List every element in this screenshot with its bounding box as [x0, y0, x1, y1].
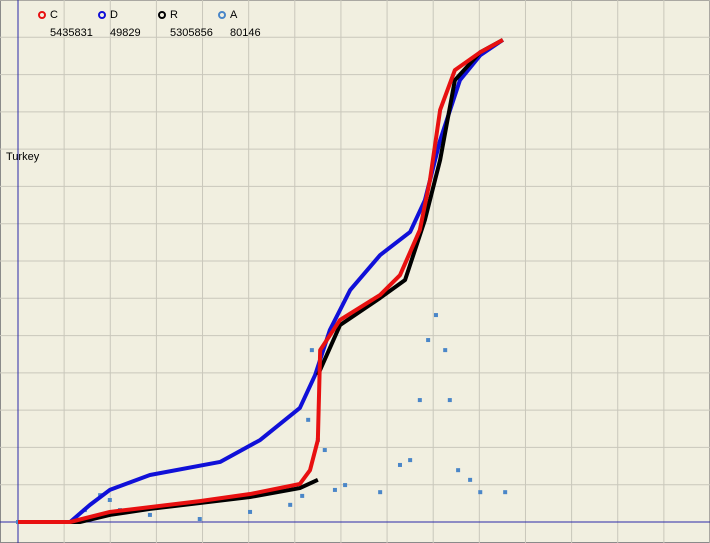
legend-marker	[218, 11, 226, 19]
legend-value: 49829	[110, 27, 141, 39]
series-point	[332, 487, 337, 492]
legend-marker	[158, 11, 166, 19]
series-point	[397, 462, 402, 467]
legend-label: D	[110, 9, 118, 21]
series-point	[197, 517, 202, 522]
series-point	[456, 468, 461, 473]
series-point	[248, 509, 253, 514]
series	[16, 38, 508, 524]
series-point	[288, 502, 293, 507]
series-point	[503, 490, 508, 495]
legend-value: 5305856	[170, 27, 213, 39]
legend-marker	[98, 11, 106, 19]
legend-label: C	[50, 9, 58, 21]
series-point	[322, 448, 327, 453]
series-point	[408, 458, 413, 463]
series-point	[468, 477, 473, 482]
series-point	[447, 398, 452, 403]
series-point	[433, 313, 438, 318]
series-point	[443, 348, 448, 353]
series-point	[107, 498, 112, 503]
legend: C 5435831 D 49829 R 5305856 A 80146	[38, 9, 261, 39]
series-point	[417, 398, 422, 403]
legend-value: 5435831	[50, 27, 93, 39]
legend-value: 80146	[230, 27, 261, 39]
series-point	[343, 483, 348, 488]
series-point	[306, 417, 311, 422]
series-point	[426, 338, 431, 343]
series-point	[147, 512, 152, 517]
legend-label: R	[170, 9, 178, 21]
series-line	[18, 38, 504, 524]
series-point	[309, 348, 314, 353]
series-point	[478, 490, 483, 495]
legend-label: A	[230, 9, 238, 21]
chart-title: Turkey	[6, 151, 40, 163]
series-line	[316, 38, 504, 376]
series-point	[300, 493, 305, 498]
legend-marker	[38, 11, 46, 19]
series-line	[18, 38, 504, 524]
series-point	[378, 490, 383, 495]
